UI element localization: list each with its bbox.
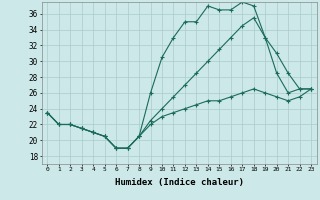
X-axis label: Humidex (Indice chaleur): Humidex (Indice chaleur) (115, 178, 244, 187)
